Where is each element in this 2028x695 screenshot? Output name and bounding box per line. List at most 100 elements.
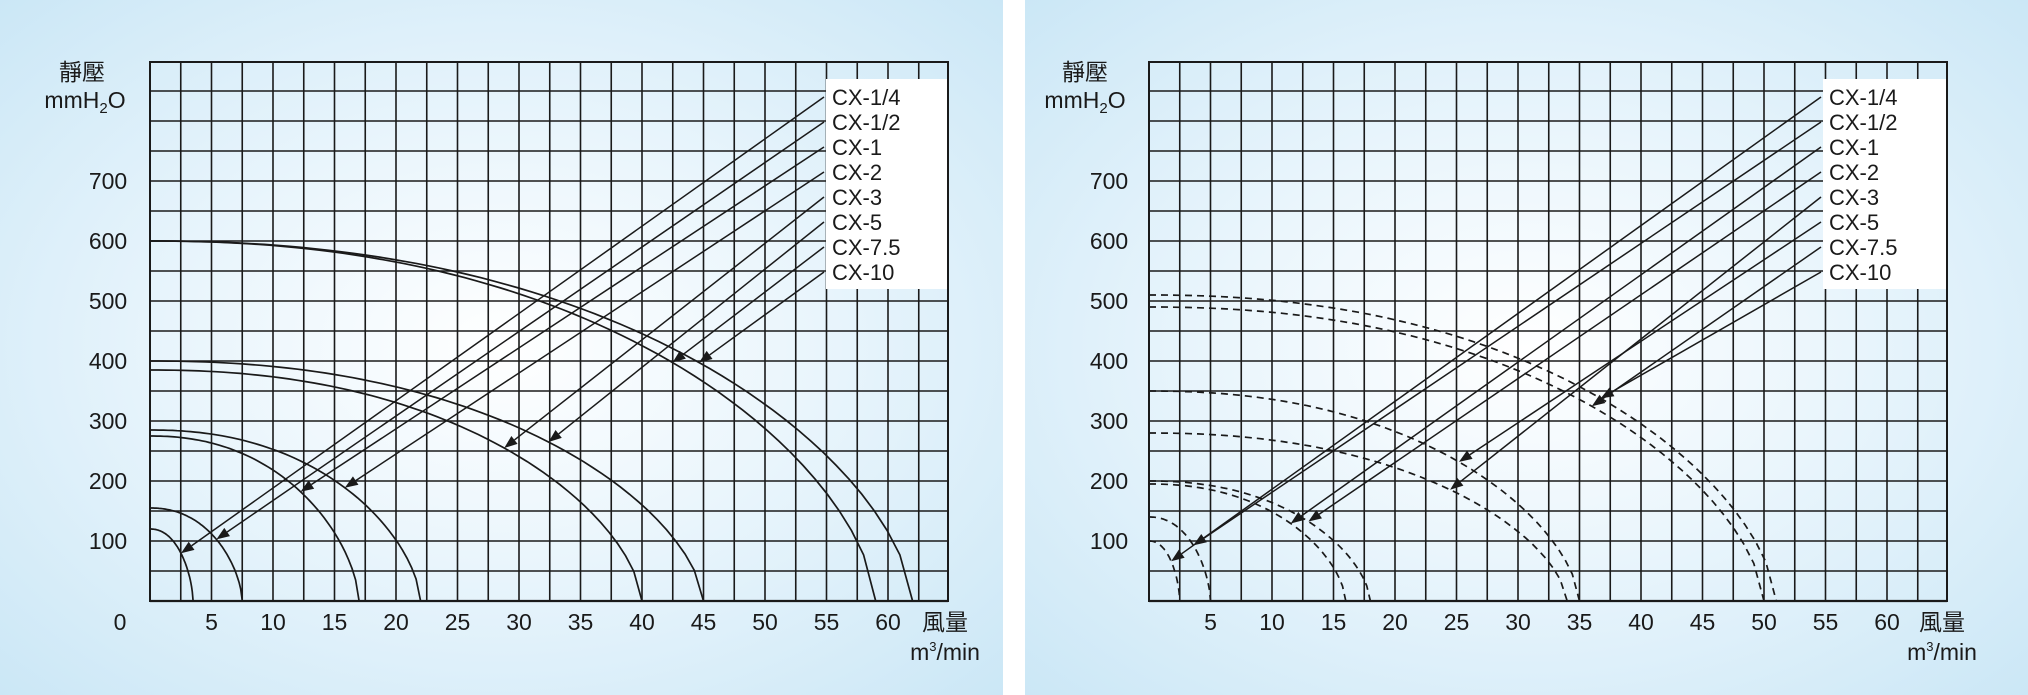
legend-entry: CX-10 (832, 260, 894, 285)
y-tick-label: 500 (1090, 288, 1128, 314)
system-line (1469, 221, 1822, 456)
x-tick-label: 55 (814, 609, 840, 635)
x-tick-label: 50 (1751, 609, 1777, 635)
system-line (514, 196, 825, 441)
arrow-head (1450, 477, 1464, 490)
system-line (226, 121, 825, 533)
performance-curve (1149, 432, 1569, 602)
legend-entry: CX-5 (1829, 210, 1879, 235)
x-tick-label: 15 (1321, 609, 1347, 635)
y-axis-unit: mmH2O (44, 87, 125, 117)
y-axis-unit: mmH2O (1044, 87, 1125, 117)
y-tick-label: 600 (1090, 228, 1128, 254)
legend-entry: CX-7.5 (1829, 235, 1897, 260)
arrow-head (1193, 533, 1207, 546)
legend-box (1823, 79, 1946, 289)
system-line (1318, 171, 1822, 515)
legend-entry: CX-1 (832, 135, 882, 160)
y-tick-label: 400 (89, 348, 127, 374)
arrow-head (504, 436, 518, 448)
performance-curve (150, 240, 914, 602)
x-axis-unit: m3/min (910, 639, 980, 665)
legend-entry: CX-1/4 (832, 85, 900, 110)
x-tick-label: 30 (506, 609, 532, 635)
chart-panel-right: 100 200 300 400 500 600 700 5 10 15 20 25 30 35 40 45 50… (1025, 0, 2028, 695)
arrow-head (216, 527, 230, 540)
legend-entry: CX-2 (832, 160, 882, 185)
x-tick-label: 45 (1690, 609, 1716, 635)
performance-chart-dashed: 100 200 300 400 500 600 700 5 10 15 20 25 30 35 40 45 50… (1044, 60, 1977, 665)
y-tick-label: 200 (89, 468, 127, 494)
arrow-head (1290, 511, 1305, 524)
arrow-head (1171, 549, 1185, 562)
system-line (1459, 196, 1822, 483)
performance-curve (1149, 294, 1778, 602)
x-tick-label: 50 (752, 609, 778, 635)
y-axis-title: 靜壓 (1062, 60, 1108, 86)
legend-entry: CX-5 (832, 210, 882, 235)
performance-curve (1149, 390, 1581, 602)
system-line (310, 146, 825, 486)
performance-curve (150, 429, 422, 602)
y-tick-label: 300 (89, 408, 127, 434)
x-tick-label: 0 (114, 609, 127, 635)
chart-panel-left: 100 200 300 400 500 600 700 0 5 10 15 20 25 30 35 40 45 5… (0, 0, 1003, 695)
x-axis-unit: m3/min (1907, 639, 1977, 665)
x-tick-label: 60 (875, 609, 901, 635)
performance-curve (1149, 540, 1181, 602)
x-tick-label: 5 (1204, 609, 1217, 635)
x-tick-label: 30 (1505, 609, 1531, 635)
x-axis-title: 風量 (1919, 610, 1965, 636)
x-tick-label: 10 (260, 609, 286, 635)
performance-curve (1149, 483, 1347, 602)
x-tick-label: 20 (1382, 609, 1408, 635)
y-tick-label: 300 (1090, 408, 1128, 434)
performance-curve (1149, 306, 1765, 602)
x-tick-label: 35 (568, 609, 594, 635)
system-line (709, 271, 825, 356)
x-tick-label: 45 (691, 609, 717, 635)
y-tick-label: 700 (1090, 168, 1128, 194)
system-line (1611, 271, 1822, 393)
arrow-head (1600, 387, 1615, 399)
system-line (355, 171, 825, 482)
y-tick-label: 200 (1090, 468, 1128, 494)
legend-entry: CX-7.5 (832, 235, 900, 260)
y-tick-label: 100 (1090, 528, 1128, 554)
y-tick-label: 100 (89, 528, 127, 554)
arrow-head (1308, 510, 1322, 522)
legend-entry: CX-1 (1829, 135, 1879, 160)
performance-curve (150, 435, 360, 602)
y-axis-title: 靜壓 (59, 60, 105, 86)
arrow-head (1458, 450, 1473, 462)
legend-entry: CX-10 (1829, 260, 1891, 285)
x-tick-label: 40 (629, 609, 655, 635)
x-tick-label: 20 (383, 609, 409, 635)
y-tick-label: 500 (89, 288, 127, 314)
legend-entry: CX-2 (1829, 160, 1879, 185)
legend-entry: CX-1/2 (1829, 110, 1897, 135)
x-tick-label: 5 (205, 609, 218, 635)
system-line (1300, 146, 1822, 517)
x-axis-title: 風量 (922, 610, 968, 636)
x-tick-label: 40 (1628, 609, 1654, 635)
y-tick-label: 400 (1090, 348, 1128, 374)
legend-box (826, 79, 947, 289)
system-line (558, 221, 825, 435)
performance-chart-solid: 100 200 300 400 500 600 700 0 5 10 15 20 25 30 35 40 45 5… (44, 60, 980, 665)
arrow-head (1591, 394, 1606, 407)
x-tick-label: 60 (1874, 609, 1900, 635)
y-tick-label: 600 (89, 228, 127, 254)
x-tick-label: 25 (1444, 609, 1470, 635)
system-line (1602, 246, 1822, 400)
system-line (1181, 96, 1822, 555)
arrow-head (344, 476, 359, 488)
x-tick-label: 10 (1259, 609, 1285, 635)
system-line (682, 246, 825, 356)
x-tick-label: 35 (1567, 609, 1593, 635)
legend-entry: CX-1/2 (832, 110, 900, 135)
performance-curve (150, 507, 244, 602)
y-tick-label: 700 (89, 168, 127, 194)
x-tick-label: 15 (322, 609, 348, 635)
legend-entry: CX-1/4 (1829, 85, 1897, 110)
